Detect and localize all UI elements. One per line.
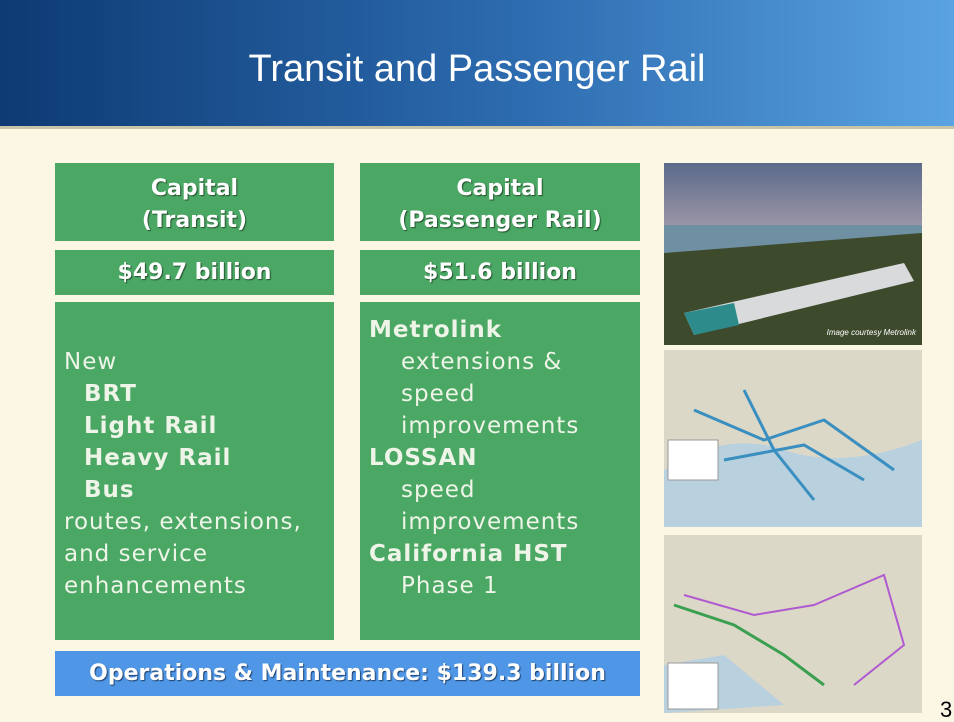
title-line: (Passenger Rail) — [360, 205, 640, 237]
operations-bar: Operations & Maintenance: $139.3 billion — [55, 651, 640, 696]
outro-line: enhancements — [64, 570, 334, 602]
slide: Transit and Passenger Rail Capital (Tran… — [0, 0, 954, 722]
item-name: California HST — [369, 538, 640, 570]
mode: Bus — [64, 474, 334, 506]
transit-amount: $49.7 billion — [55, 250, 334, 295]
item-detail: improvements — [369, 410, 640, 442]
rail-map — [664, 535, 922, 713]
title-line: (Transit) — [55, 205, 334, 237]
item-detail: speed — [369, 474, 640, 506]
rail-amount: $51.6 billion — [360, 250, 640, 295]
item-detail: speed — [369, 378, 640, 410]
rail-title: Capital (Passenger Rail) — [360, 163, 640, 241]
outro-line: and service — [64, 538, 334, 570]
page-number: 3 — [940, 697, 952, 722]
transit-title: Capital (Transit) — [55, 163, 334, 241]
item-name: Metrolink — [369, 314, 640, 346]
title-line: Capital — [55, 173, 334, 205]
outro-line: routes, extensions, — [64, 506, 334, 538]
intro: New — [64, 346, 334, 378]
transit-map — [664, 350, 922, 527]
item-detail: Phase 1 — [369, 570, 640, 602]
train-photo: Image courtesy Metrolink — [664, 163, 922, 345]
item-name: LOSSAN — [369, 442, 640, 474]
title-line: Capital — [360, 173, 640, 205]
mode: BRT — [64, 378, 334, 410]
mode: Light Rail — [64, 410, 334, 442]
title: Transit and Passenger Rail — [0, 48, 954, 91]
mode: Heavy Rail — [64, 442, 334, 474]
item-detail: extensions & — [369, 346, 640, 378]
item-detail: improvements — [369, 506, 640, 538]
caption: Image courtesy Metrolink — [827, 328, 917, 337]
header: Transit and Passenger Rail — [0, 0, 954, 129]
